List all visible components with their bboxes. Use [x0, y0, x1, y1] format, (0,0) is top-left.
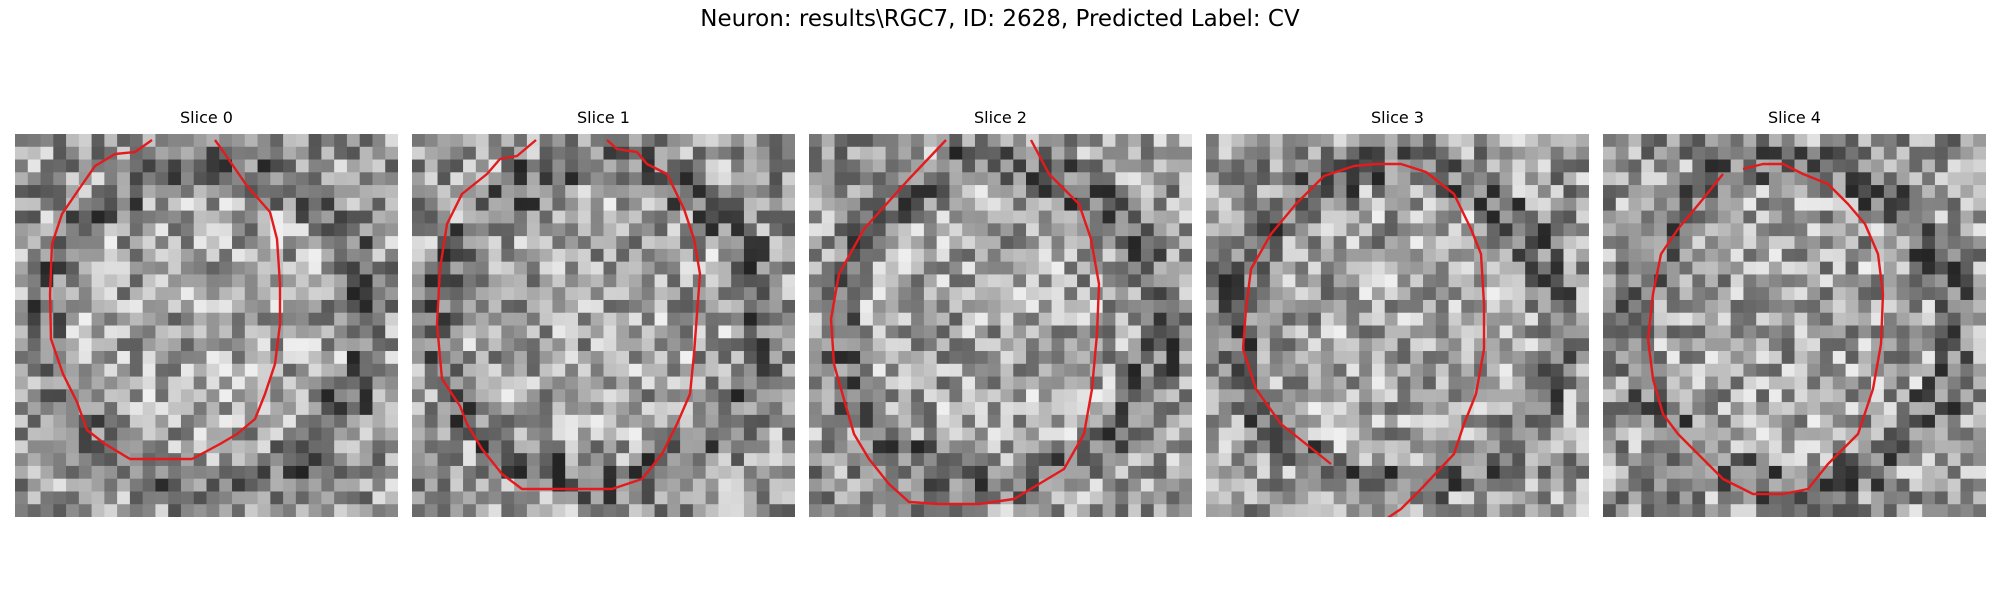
pixel-grid [809, 134, 1192, 517]
slice-0-title: Slice 0 [180, 108, 233, 127]
slice-2-image [809, 134, 1192, 517]
slice-3-image [1206, 134, 1589, 517]
contour-line [435, 139, 702, 491]
contour-line [1646, 162, 1885, 496]
pixel-grid [15, 134, 398, 517]
slice-4-title: Slice 4 [1768, 108, 1821, 127]
pixel-grid [1603, 134, 1986, 517]
slice-1-image [412, 134, 795, 517]
slice-4-image [1603, 134, 1986, 517]
figure-title: Neuron: results\RGC7, ID: 2628, Predicte… [700, 6, 1300, 32]
slice-2-title: Slice 2 [974, 108, 1027, 127]
contour-line [48, 139, 282, 461]
contour-line [1241, 162, 1486, 517]
pixel-grid [412, 134, 795, 517]
pixel-grid [1206, 134, 1589, 517]
contour-line [829, 139, 1101, 506]
slice-0-image [15, 134, 398, 517]
slice-3-title: Slice 3 [1371, 108, 1424, 127]
slice-1-title: Slice 1 [577, 108, 630, 127]
